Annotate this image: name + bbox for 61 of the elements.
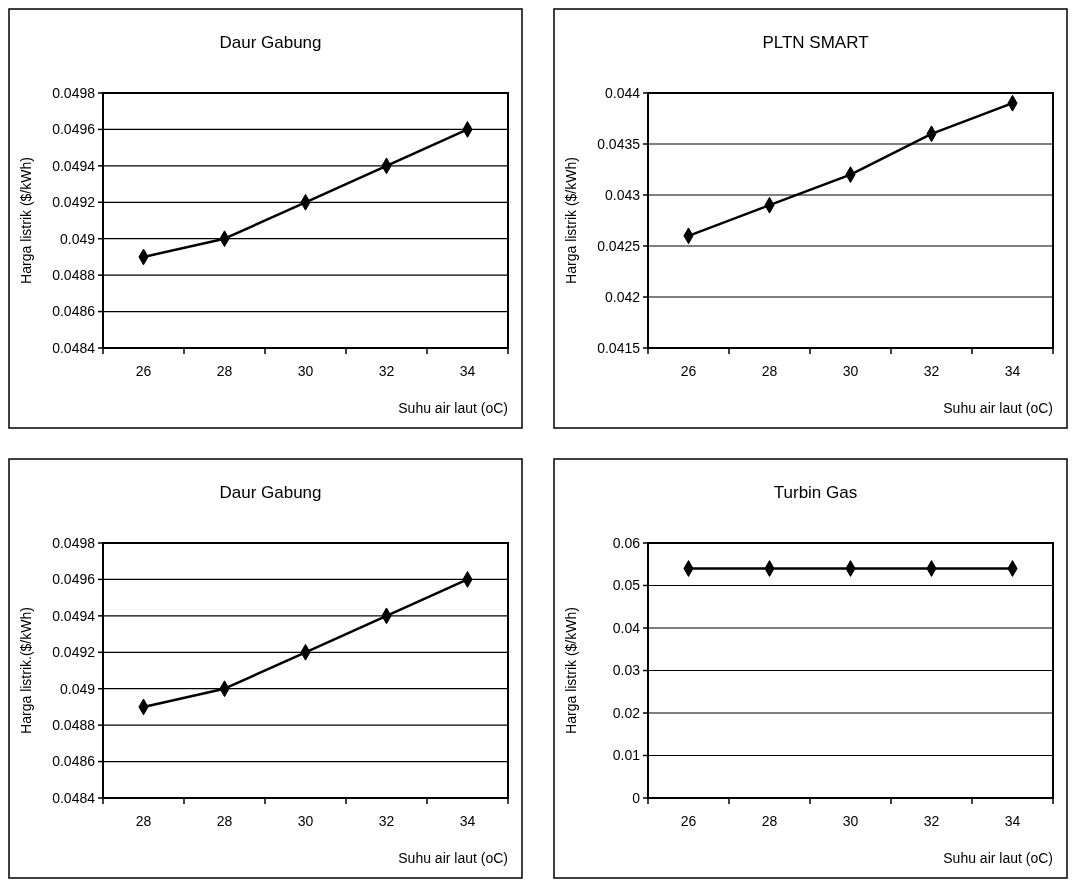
y-tick-label: 0.0488 (52, 717, 96, 734)
x-tick-label: 28 (216, 363, 233, 379)
y-tick-label: 0.05 (612, 577, 641, 594)
y-axis-title: Harga listrik.($/kWh) (18, 607, 34, 734)
y-tick-label: 0.0492 (52, 644, 96, 661)
y-tick-label: 0.0496 (52, 121, 96, 138)
y-tick-label: 0.0484 (52, 339, 96, 356)
y-tick-label: 0.0425 (597, 237, 641, 254)
x-tick-label: 34 (1004, 363, 1021, 379)
x-tick-label: 34 (1004, 813, 1021, 829)
x-tick-label: 32 (378, 813, 395, 829)
x-tick-label: 28 (216, 813, 233, 829)
y-tick-label: 0.0484 (52, 789, 96, 806)
chart-title: Daur Gabung (219, 483, 322, 502)
chart-title: Turbin Gas (773, 483, 858, 502)
y-axis-title: Harga listrik ($/kWh) (18, 157, 34, 284)
y-tick-label: 0.044 (604, 84, 641, 101)
y-tick-label: 0.049 (59, 680, 96, 697)
y-tick-label: 0.0486 (52, 753, 96, 770)
x-tick-label: 34 (459, 813, 476, 829)
y-tick-label: 0.02 (612, 704, 641, 721)
y-tick-label: 0.0415 (597, 339, 641, 356)
y-tick-label: 0.0435 (597, 135, 641, 152)
x-tick-label: 32 (923, 363, 940, 379)
y-tick-label: 0.0492 (52, 194, 96, 211)
y-tick-label: 0.0496 (52, 571, 96, 588)
y-axis-title: Harga listrik ($/kWh) (563, 607, 579, 734)
x-tick-label: 26 (680, 813, 697, 829)
y-tick-label: 0.0498 (52, 84, 96, 101)
chart-title: Daur Gabung (219, 33, 322, 52)
y-tick-label: 0.043 (604, 186, 641, 203)
y-tick-label: 0.01 (612, 747, 641, 764)
y-tick-label: 0.03 (612, 662, 641, 679)
x-tick-label: 28 (761, 813, 778, 829)
x-tick-label: 26 (135, 363, 152, 379)
x-axis-title: Suhu air laut (oC) (398, 850, 508, 866)
y-tick-label: 0.049 (59, 230, 96, 247)
y-axis-title: Harga listrik ($/kWh) (563, 157, 579, 284)
x-axis-title: Suhu air laut (oC) (943, 400, 1053, 416)
y-tick-label: 0.06 (612, 534, 641, 551)
chart-title: PLTN SMART (762, 33, 869, 52)
x-tick-label: 28 (135, 813, 152, 829)
x-tick-label: 30 (842, 363, 859, 379)
y-tick-label: 0.0488 (52, 267, 96, 284)
y-tick-label: 0 (632, 789, 641, 806)
x-tick-label: 30 (842, 813, 859, 829)
y-tick-label: 0.042 (604, 288, 641, 305)
x-tick-label: 26 (680, 363, 697, 379)
y-tick-label: 0.0494 (52, 157, 96, 174)
x-tick-label: 32 (378, 363, 395, 379)
x-tick-label: 34 (459, 363, 476, 379)
y-tick-label: 0.0486 (52, 303, 96, 320)
x-tick-label: 32 (923, 813, 940, 829)
y-tick-label: 0.0494 (52, 607, 96, 624)
x-tick-label: 30 (297, 813, 314, 829)
y-tick-label: 0.0498 (52, 534, 96, 551)
x-axis-title: Suhu air laut (oC) (398, 400, 508, 416)
x-tick-label: 28 (761, 363, 778, 379)
x-axis-title: Suhu air laut (oC) (943, 850, 1053, 866)
x-tick-label: 30 (297, 363, 314, 379)
y-tick-label: 0.04 (612, 619, 641, 636)
